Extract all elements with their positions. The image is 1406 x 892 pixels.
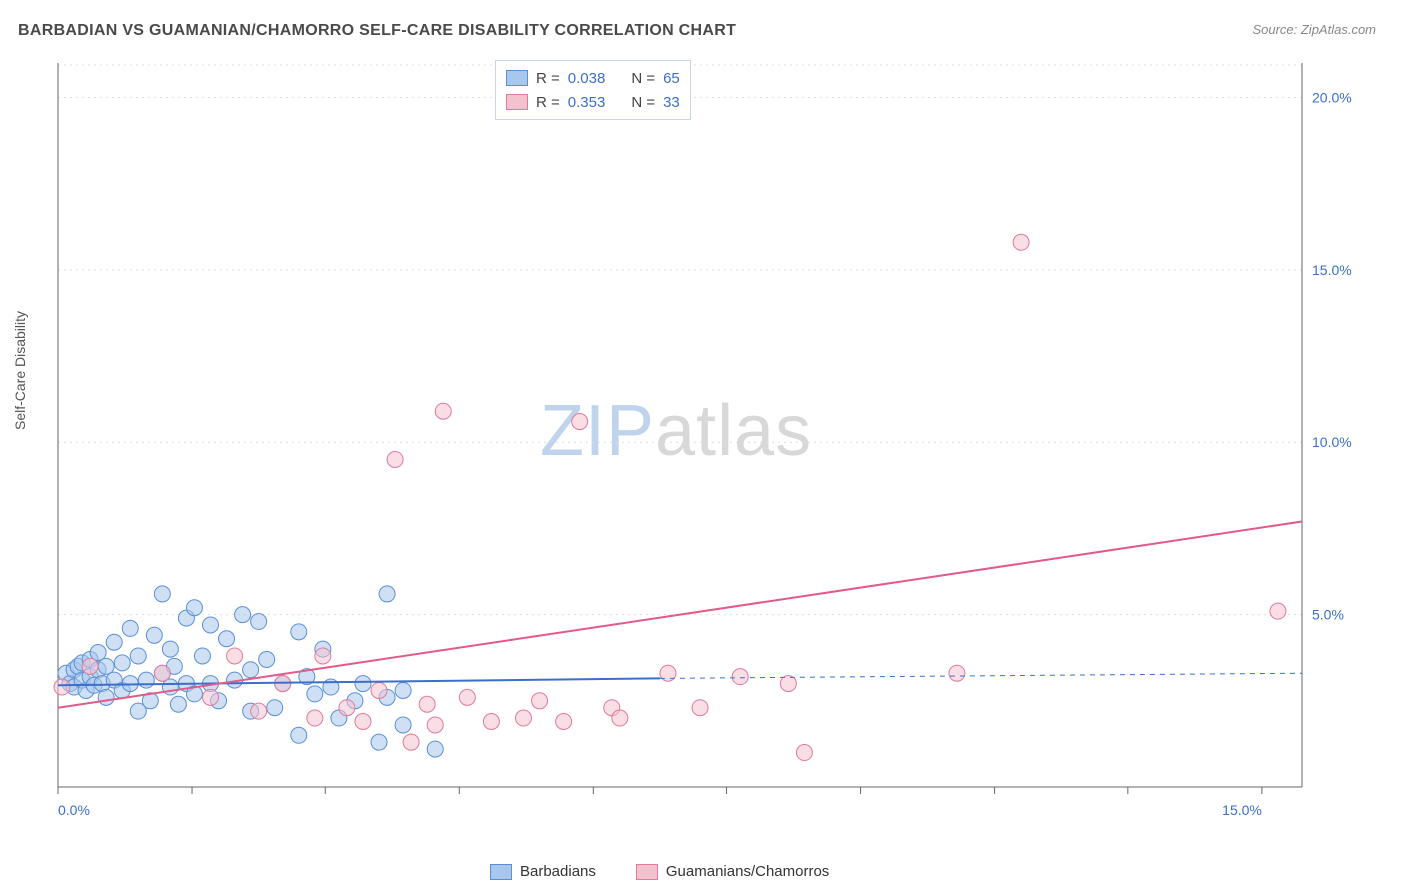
legend-row-barbadians: R = 0.038 N = 65 [506, 66, 680, 90]
n-label: N = [631, 94, 655, 111]
svg-text:15.0%: 15.0% [1312, 262, 1352, 278]
n-label: N = [631, 70, 655, 87]
svg-text:15.0%: 15.0% [1222, 802, 1262, 818]
series-name-barbadians: Barbadians [520, 863, 596, 880]
n-value-guamanians: 33 [663, 94, 680, 111]
y-axis-label: Self-Care Disability [12, 311, 28, 430]
svg-text:20.0%: 20.0% [1312, 89, 1352, 105]
source-credit: Source: ZipAtlas.com [1252, 22, 1376, 37]
r-label: R = [536, 70, 560, 87]
n-value-barbadians: 65 [663, 70, 680, 87]
legend-row-guamanians: R = 0.353 N = 33 [506, 90, 680, 114]
chart-svg: 0.0% 15.0% 5.0% 10.0% 15.0% 20.0% [52, 55, 1372, 825]
swatch-guamanians [506, 94, 528, 110]
correlation-chart: BARBADIAN VS GUAMANIAN/CHAMORRO SELF-CAR… [0, 0, 1406, 892]
correlation-legend: R = 0.038 N = 65 R = 0.353 N = 33 [495, 60, 691, 120]
r-value-guamanians: 0.353 [568, 94, 606, 111]
swatch-barbadians [490, 864, 512, 880]
plot-area: 0.0% 15.0% 5.0% 10.0% 15.0% 20.0% [52, 55, 1372, 825]
svg-text:10.0%: 10.0% [1312, 434, 1352, 450]
series-legend: Barbadians Guamanians/Chamorros [490, 863, 829, 880]
svg-text:5.0%: 5.0% [1312, 607, 1344, 623]
legend-item-barbadians: Barbadians [490, 863, 596, 880]
r-label: R = [536, 94, 560, 111]
chart-title: BARBADIAN VS GUAMANIAN/CHAMORRO SELF-CAR… [18, 22, 736, 40]
r-value-barbadians: 0.038 [568, 70, 606, 87]
series-name-guamanians: Guamanians/Chamorros [666, 863, 829, 880]
svg-text:0.0%: 0.0% [58, 802, 90, 818]
swatch-guamanians [636, 864, 658, 880]
swatch-barbadians [506, 70, 528, 86]
legend-item-guamanians: Guamanians/Chamorros [636, 863, 829, 880]
